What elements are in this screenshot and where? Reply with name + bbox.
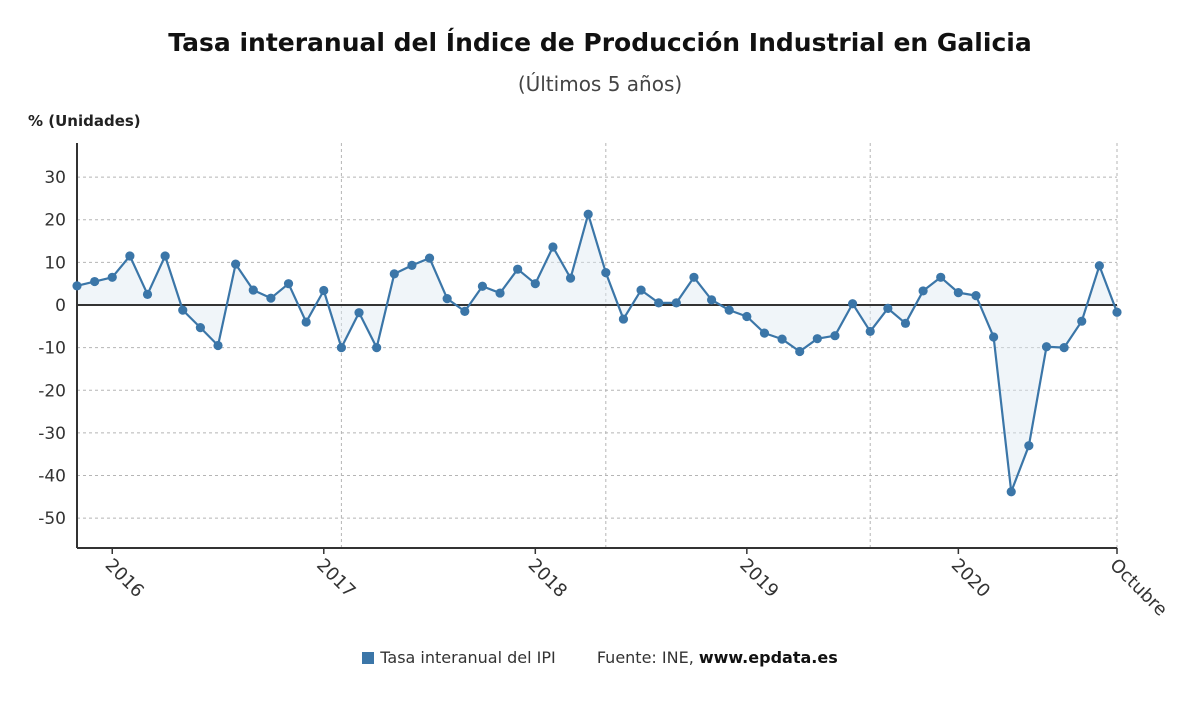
data-point [742, 311, 752, 322]
data-point [195, 322, 205, 333]
data-point [759, 328, 770, 338]
data-point [847, 299, 858, 309]
data-point [812, 334, 822, 344]
data-point [689, 272, 699, 282]
data-point [936, 272, 946, 282]
data-point [706, 295, 717, 305]
data-point [1059, 343, 1069, 353]
data-point [460, 306, 470, 316]
data-point [1041, 342, 1052, 352]
series-area [77, 214, 1117, 492]
x-tick-label: Octubre [1105, 555, 1171, 621]
data-point [90, 276, 100, 287]
x-tick-label: 2017 [312, 555, 359, 602]
data-point [513, 264, 523, 274]
data-point [424, 253, 435, 263]
data-point [618, 314, 629, 324]
data-point [636, 285, 646, 295]
y-tick-label: 0 [55, 296, 66, 316]
data-point [654, 298, 664, 308]
data-point [795, 346, 805, 357]
data-point [301, 317, 311, 327]
data-point [389, 269, 399, 279]
data-point [530, 279, 540, 289]
data-point [777, 334, 787, 344]
data-point [601, 268, 611, 278]
legend-label: Tasa interanual del IPI [380, 648, 556, 667]
data-point [72, 281, 82, 291]
data-point [231, 259, 241, 269]
data-point [213, 340, 223, 351]
data-point [1006, 487, 1016, 497]
data-point [354, 308, 364, 318]
source-prefix: Fuente: INE, [596, 648, 699, 667]
data-point [1024, 441, 1034, 451]
data-point [125, 251, 135, 261]
data-point [107, 272, 117, 282]
data-point [248, 285, 258, 295]
x-tick-label: 2019 [735, 555, 782, 602]
data-point [407, 260, 417, 270]
y-tick-label: 10 [44, 253, 66, 273]
data-point [900, 318, 911, 328]
y-tick-label: 20 [44, 211, 66, 231]
y-axis-label: % (Unidades) [28, 112, 141, 130]
data-point [142, 289, 153, 299]
chart-title: Tasa interanual del Índice de Producción… [168, 28, 1032, 57]
x-tick-label: 2016 [101, 555, 148, 602]
legend-swatch [362, 652, 375, 664]
y-tick-label: 30 [44, 168, 66, 188]
data-point [548, 242, 558, 252]
data-point [918, 286, 928, 296]
data-point [583, 209, 593, 219]
data-point [1112, 307, 1122, 317]
data-point [671, 298, 681, 308]
y-tick-label: -20 [38, 381, 66, 401]
data-point [989, 332, 999, 342]
data-point [178, 305, 188, 315]
data-point [319, 285, 329, 296]
source-url: www.epdata.es [698, 648, 838, 667]
x-tick-label: 2020 [947, 555, 994, 602]
y-tick-label: -40 [38, 467, 66, 487]
data-point [442, 294, 452, 304]
data-point [724, 305, 734, 315]
legend-item-ipi: Tasa interanual del IPI [362, 648, 556, 667]
legend: Tasa interanual del IPI Fuente: INE, www… [0, 648, 1200, 667]
data-point [1094, 261, 1104, 271]
data-point [883, 303, 893, 314]
data-point [830, 331, 840, 341]
source-note: Fuente: INE, www.epdata.es [597, 648, 838, 667]
data-point [565, 273, 576, 283]
y-tick-label: -30 [38, 424, 66, 444]
data-point [160, 251, 170, 261]
x-tick-label: 2018 [524, 555, 571, 602]
data-point [336, 343, 347, 353]
data-point [477, 281, 488, 291]
data-point [865, 326, 875, 337]
data-point [971, 291, 981, 301]
y-tick-label: -10 [38, 339, 66, 359]
data-point [372, 343, 382, 353]
data-point [266, 293, 276, 303]
data-point [1077, 316, 1087, 326]
chart-subtitle: (Últimos 5 años) [517, 72, 683, 96]
data-point [283, 279, 294, 289]
data-point [495, 288, 505, 298]
data-point [953, 288, 963, 298]
y-tick-label: -50 [38, 509, 66, 529]
